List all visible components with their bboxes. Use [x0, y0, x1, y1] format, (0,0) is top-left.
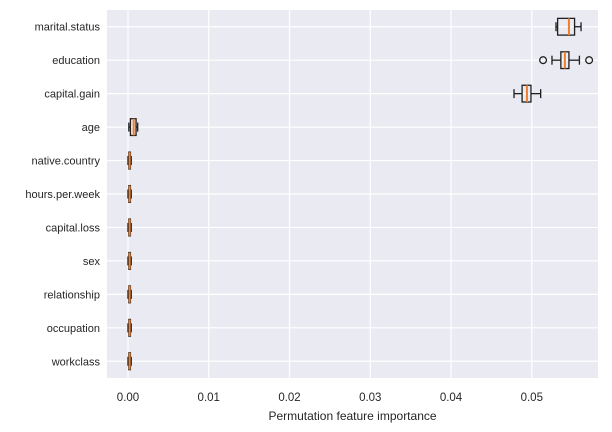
y-tick-label: occupation: [47, 323, 100, 335]
y-tick-label: capital.loss: [46, 222, 101, 234]
flier-circle: [585, 56, 594, 65]
x-tick-label: 0.04: [440, 392, 463, 404]
y-tick-label: sex: [83, 256, 101, 268]
y-tick-label: relationship: [44, 289, 100, 301]
x-tick-label: 0.02: [278, 392, 300, 404]
x-tick-label: 0.05: [521, 392, 543, 404]
box-marital.status: [556, 17, 576, 36]
x-tick-label: 0.03: [359, 392, 381, 404]
x-tick-label: 0.00: [117, 392, 139, 404]
y-tick-label: education: [52, 55, 100, 67]
x-axis-label: Permutation feature importance: [268, 409, 436, 423]
y-tick-label: native.country: [32, 156, 101, 168]
y-tick-label: age: [82, 122, 100, 134]
y-tick-label: marital.status: [35, 22, 101, 34]
y-tick-label: hours.per.week: [25, 189, 100, 201]
y-tick-label: workclass: [51, 356, 101, 368]
x-tick-label: 0.01: [198, 392, 220, 404]
y-tick-label: capital.gain: [44, 89, 100, 101]
flier-circle: [539, 56, 548, 65]
